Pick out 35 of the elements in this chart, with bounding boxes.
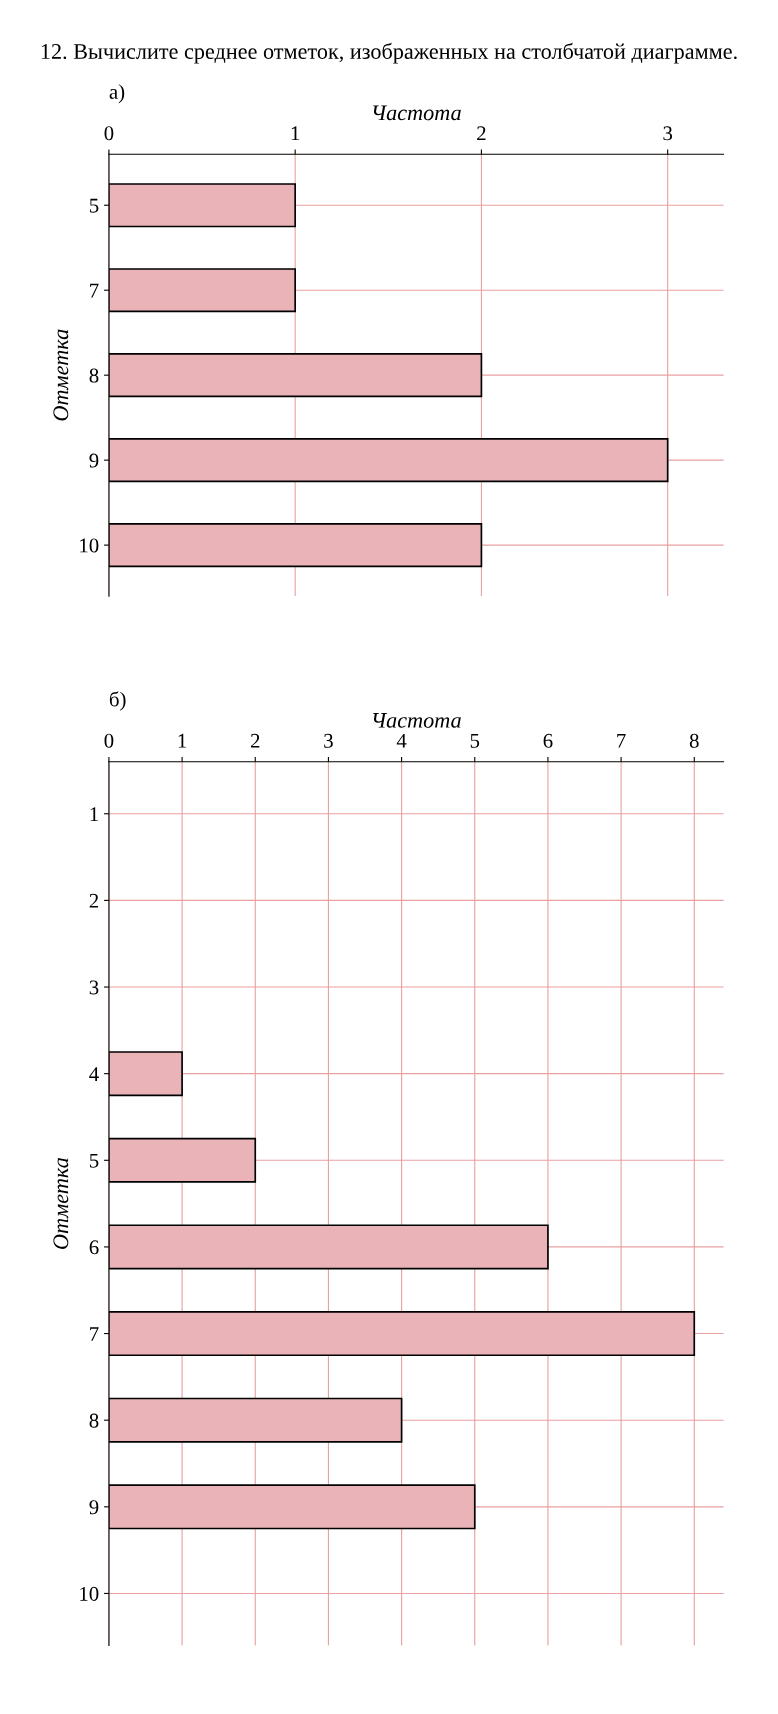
- x-tick-label: 3: [663, 126, 673, 141]
- x-tick-label: 2: [477, 126, 486, 141]
- x-tick-label: 1: [291, 126, 300, 141]
- y-axis-title: Отметка: [53, 329, 69, 421]
- y-tick-label: 10: [80, 538, 99, 553]
- y-tick-label: 7: [90, 1327, 99, 1341]
- y-tick-label: 8: [89, 1413, 99, 1428]
- y-tick-label: 7: [90, 283, 99, 298]
- x-tick-label: 7: [617, 733, 626, 748]
- y-tick-label: 3: [89, 980, 99, 995]
- x-tick-label: 2: [250, 733, 260, 748]
- x-tick-label: 6: [543, 733, 553, 748]
- y-tick-label: 9: [89, 1500, 99, 1515]
- y-tick-label: 5: [89, 198, 99, 213]
- y-tick-label: 10: [80, 1586, 99, 1601]
- y-tick-label: 8: [89, 368, 99, 383]
- y-axis-title: Отметка: [53, 1158, 69, 1249]
- y-tick-label: 6: [89, 1240, 99, 1255]
- x-tick-label: 4: [396, 733, 407, 748]
- x-tick-label: 1: [178, 733, 187, 748]
- y-tick-label: 1: [90, 807, 98, 821]
- y-tick-label: 9: [89, 453, 99, 468]
- y-tick-label: 4: [89, 1067, 99, 1081]
- x-tick-label: 5: [470, 733, 480, 748]
- chart-title: а): [109, 84, 125, 104]
- x-tick-label: 0: [104, 126, 114, 141]
- x-tick-label: 3: [324, 733, 333, 748]
- x-tick-label: 8: [689, 733, 699, 748]
- y-tick-label: 5: [89, 1153, 99, 1168]
- x-axis-title: Частота: [373, 105, 461, 121]
- chart-title: б): [109, 691, 126, 711]
- y-tick-label: 2: [89, 893, 99, 908]
- x-tick-label: 0: [104, 733, 114, 748]
- x-axis-title: Частота: [373, 713, 461, 728]
- text: 12. Вычислите среднее отметок, изображенных на столбчатой диаграмме.: [41, 42, 737, 64]
